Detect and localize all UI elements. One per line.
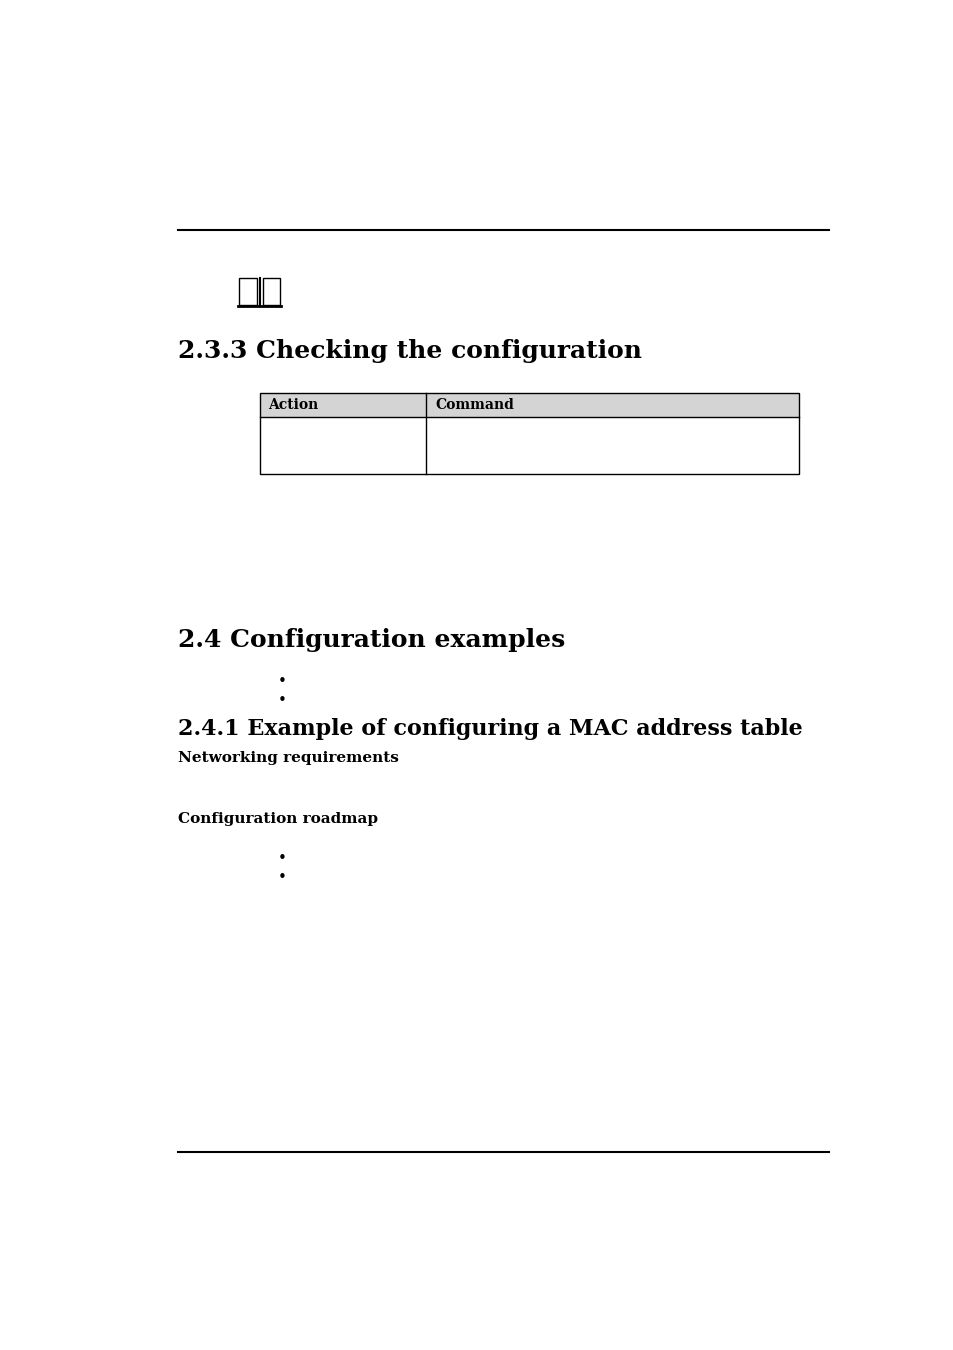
Text: •: • (277, 869, 286, 884)
Text: •: • (277, 674, 286, 690)
Bar (239, 278, 256, 305)
Text: Networking requirements: Networking requirements (178, 751, 399, 764)
Text: 2.4 Configuration examples: 2.4 Configuration examples (178, 628, 565, 652)
Text: 2.3.3 Checking the configuration: 2.3.3 Checking the configuration (178, 339, 641, 363)
Bar (262, 278, 280, 305)
Text: 2.4.1 Example of configuring a MAC address table: 2.4.1 Example of configuring a MAC addre… (178, 718, 802, 740)
Text: Command: Command (435, 398, 514, 412)
Text: Configuration roadmap: Configuration roadmap (178, 811, 378, 826)
Text: •: • (277, 850, 286, 865)
Bar (259, 393, 799, 474)
Bar (259, 393, 799, 417)
Text: Action: Action (269, 398, 318, 412)
Text: •: • (277, 693, 286, 707)
